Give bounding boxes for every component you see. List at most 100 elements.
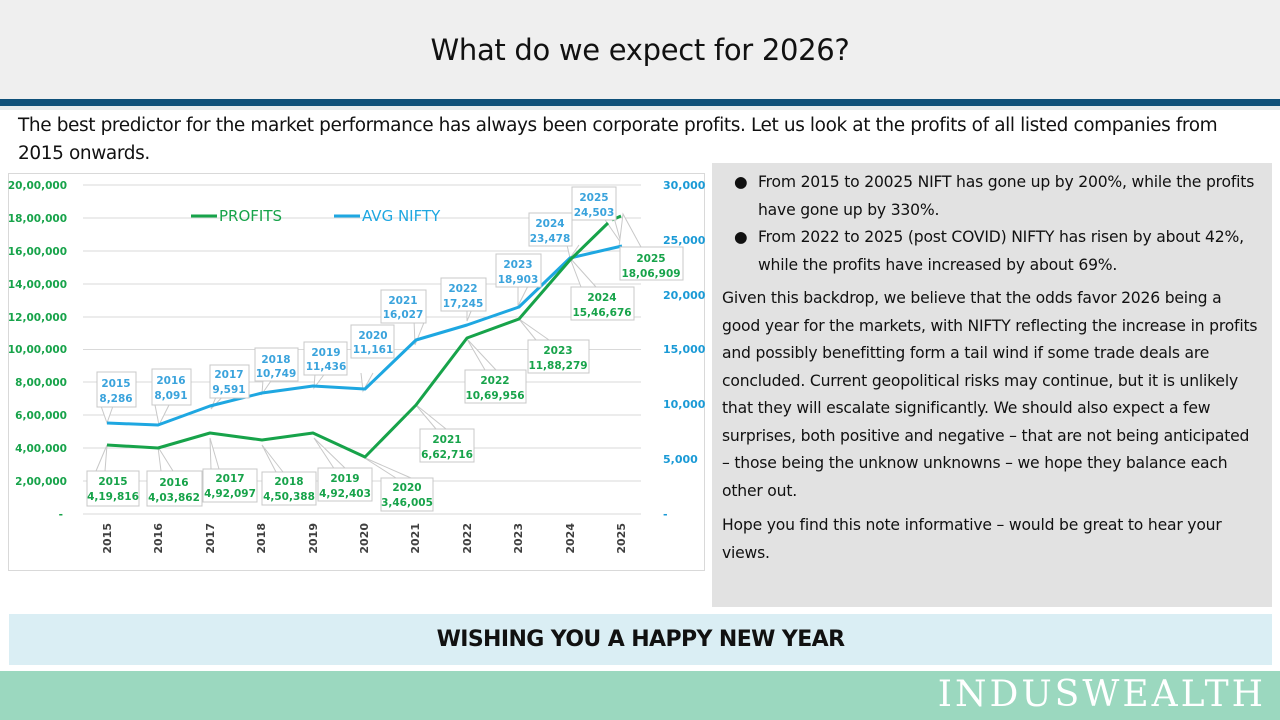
left-tick: 14,00,000 [8,279,67,291]
profit-label-value: 4,92,097 [204,488,256,500]
x-tick: 2020 [358,523,371,554]
profit-label-year: 2022 [480,375,509,387]
right-tick: 25,000 [663,234,706,247]
closing-paragraph: Hope you find this note informative – wo… [722,516,1222,562]
x-tick: 2019 [307,523,320,554]
nifty-label-value: 9,591 [212,384,245,396]
x-tick: 2016 [152,523,165,554]
nifty-callouts: 2015 8,286 2016 8,091 2017 9,591 2018 10… [96,186,617,408]
nifty-label-value: 17,245 [443,298,484,310]
nifty-label-value: 11,436 [306,361,347,373]
nifty-label-year: 2023 [503,259,532,271]
greeting-banner: WISHING YOU A HAPPY NEW YEAR [9,614,1272,665]
nifty-line [106,244,623,427]
nifty-label-value: 18,903 [498,274,539,286]
profit-label-value: 10,69,956 [465,390,524,402]
nifty-label-value: 8,286 [99,393,132,405]
x-tick: 2017 [204,523,217,554]
nifty-label-year: 2017 [214,369,243,381]
x-tick: 2018 [255,523,268,554]
x-axis: 2015 2016 2017 2018 2019 2020 2021 2022 … [101,523,628,554]
profit-label-year: 2025 [636,253,665,265]
nifty-label-value: 10,749 [256,368,297,380]
profit-label-year: 2016 [159,477,188,489]
nifty-label-year: 2018 [261,354,290,366]
profit-label-year: 2021 [432,434,461,446]
profit-label-year: 2023 [543,345,572,357]
profit-label-year: 2018 [274,476,303,488]
x-tick: 2023 [512,523,525,554]
profit-label-value: 11,88,279 [528,360,587,372]
right-tick: 20,000 [663,289,706,302]
nifty-label-year: 2015 [101,378,130,390]
nifty-label-year: 2021 [388,295,417,307]
nifty-label-value: 8,091 [154,390,187,402]
legend-nifty-label: AVG NIFTY [362,207,441,225]
nifty-label-year: 2024 [535,218,564,230]
intro-text: The best predictor for the market perfor… [18,115,1218,164]
profit-label-value: 3,46,005 [381,497,433,509]
footer-bar: INDUSWEALTH [0,671,1280,720]
right-tick: - [663,508,668,521]
x-tick: 2015 [101,523,114,554]
page-title: What do we expect for 2026? [430,32,850,67]
brand-logo: INDUSWEALTH [937,674,1266,715]
bullet-icon: ● [734,228,748,246]
profit-label-year: 2019 [330,473,359,485]
left-tick: 2,00,000 [15,476,67,488]
key-point-text: From 2022 to 2025 (post COVID) NIFTY has… [758,228,1244,274]
x-tick: 2022 [461,523,474,554]
key-point-text: From 2015 to 20025 NIFT has gone up by 2… [758,173,1255,219]
nifty-label-value: 23,478 [530,233,571,245]
profits-line [106,221,610,459]
profit-label-year: 2020 [392,482,421,494]
profit-label-value: 15,46,676 [572,307,631,319]
key-points-list: ● From 2015 to 20025 NIFT has gone up by… [722,169,1260,279]
title-divider-shadow [0,106,1280,110]
nifty-label-year: 2016 [156,375,185,387]
profit-label-value: 4,19,816 [87,491,139,503]
right-tick: 10,000 [663,398,706,411]
profits-vs-nifty-chart: 20,00,000 18,00,000 16,00,000 14,00,000 … [8,173,706,571]
nifty-label-value: 11,161 [353,344,394,356]
right-tick: 15,000 [663,343,706,356]
left-tick: 18,00,000 [8,213,67,225]
left-tick: 4,00,000 [15,443,67,455]
bullet-icon: ● [734,173,748,191]
nifty-label-year: 2022 [448,283,477,295]
commentary-panel: ● From 2015 to 20025 NIFT has gone up by… [712,163,1272,607]
left-tick: 16,00,000 [8,246,67,258]
left-tick: 20,00,000 [8,180,67,192]
profit-label-value: 6,62,716 [421,449,473,461]
nifty-label-value: 24,503 [574,207,615,219]
left-tick: - [59,509,63,521]
left-tick: 8,00,000 [15,377,67,389]
left-tick: 10,00,000 [8,344,67,356]
outlook-paragraph: Given this backdrop, we believe that the… [722,289,1258,500]
profit-label-value: 4,50,388 [263,491,315,503]
profit-label-year: 2017 [215,473,244,485]
nifty-label-year: 2019 [311,347,340,359]
x-tick: 2021 [409,523,422,554]
x-tick: 2025 [615,523,628,554]
key-point: ● From 2022 to 2025 (post COVID) NIFTY h… [722,224,1260,279]
right-tick: 5,000 [663,453,698,466]
left-tick: 12,00,000 [8,312,67,324]
title-bar: What do we expect for 2026? [0,0,1280,99]
legend: PROFITS AVG NIFTY [191,207,441,225]
x-tick: 2024 [564,523,577,554]
left-tick: 6,00,000 [15,410,67,422]
profits-callouts: 2015 4,19,816 2016 4,03,862 2017 4,92,09… [86,246,684,512]
nifty-label-value: 16,027 [383,309,424,321]
profit-label-year: 2024 [587,292,616,304]
nifty-label-year: 2025 [579,192,608,204]
profit-label-value: 4,03,862 [148,492,200,504]
title-divider [0,99,1280,106]
left-axis: 20,00,000 18,00,000 16,00,000 14,00,000 … [8,180,67,521]
greeting-text: WISHING YOU A HAPPY NEW YEAR [436,627,845,652]
chart-svg: 20,00,000 18,00,000 16,00,000 14,00,000 … [8,179,706,554]
right-tick: 30,000 [663,179,706,192]
profit-label-value: 4,92,403 [319,488,371,500]
nifty-label-year: 2020 [358,330,387,342]
profit-label-year: 2015 [98,476,127,488]
